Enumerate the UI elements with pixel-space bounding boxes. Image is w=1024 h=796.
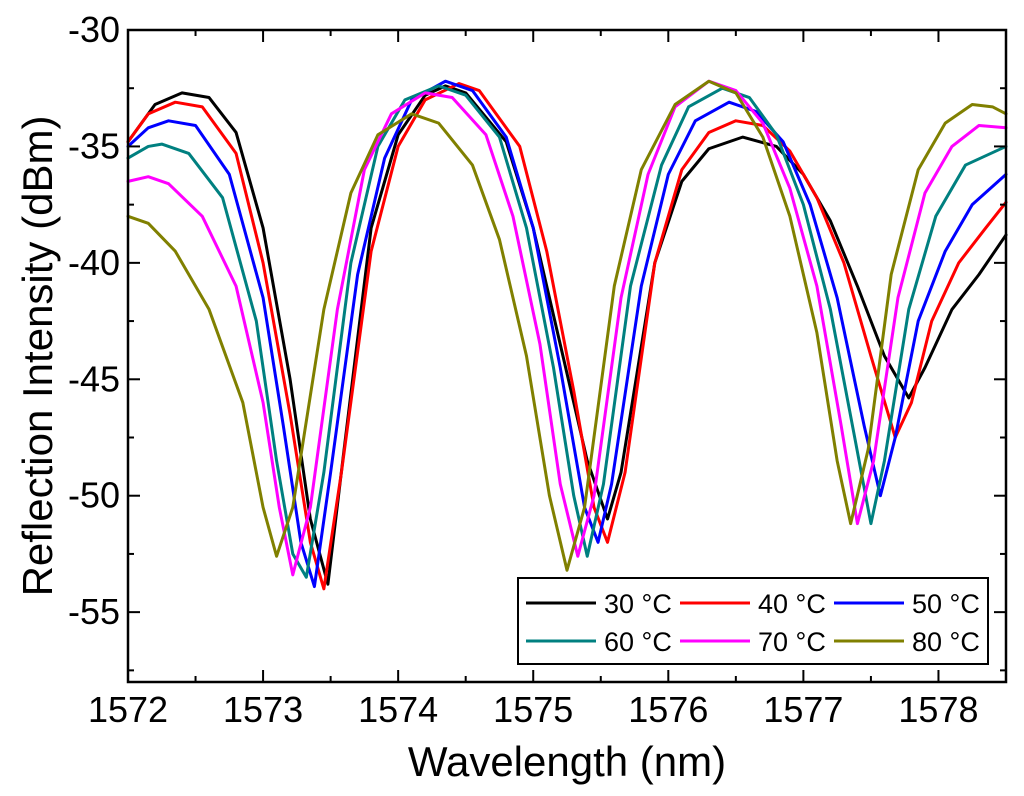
- legend-label: 50 °C: [912, 589, 980, 619]
- y-tick-label: -45: [68, 358, 120, 399]
- legend-box: [517, 577, 989, 665]
- y-tick-label: -30: [68, 9, 120, 50]
- x-tick-label: 1575: [493, 689, 573, 730]
- y-tick-label: -35: [68, 125, 120, 166]
- series-line-6: [126, 79, 1008, 572]
- ticklabels-layer: 1572 1573 1574 1575 1576 1577 1578 -30 -35 -40 -45…: [68, 9, 979, 730]
- legend-label: 70 °C: [758, 627, 826, 657]
- y-axis-title: Reflection Intensity (dBm): [14, 116, 61, 597]
- x-tick-label: 1574: [358, 689, 438, 730]
- plot-frame: [126, 28, 1008, 684]
- x-axis-title: Wavelength (nm): [408, 738, 726, 785]
- x-tick-label: 1572: [88, 689, 168, 730]
- y-tick-label: -55: [68, 591, 120, 632]
- x-tick-label: 1576: [628, 689, 708, 730]
- legend-items: 30 °C 40 °C 50 °C 60 °C 70 °C 80 °C: [526, 589, 980, 657]
- ticks-layer: [127, 29, 1006, 682]
- x-tick-label: 1577: [763, 689, 843, 730]
- series-line-4: [126, 84, 1008, 579]
- legend-label: 40 °C: [758, 589, 826, 619]
- x-tick-label: 1578: [898, 689, 978, 730]
- legend: 30 °C 40 °C 50 °C 60 °C 70 °C 80 °C: [517, 577, 989, 665]
- series-layer: [126, 79, 1008, 591]
- series-line-1: [126, 84, 1008, 586]
- series-line-5: [126, 79, 1008, 577]
- series-line-3: [126, 79, 1008, 589]
- series-line-2: [126, 82, 1008, 591]
- legend-label: 80 °C: [912, 627, 980, 657]
- legend-label: 60 °C: [604, 627, 672, 657]
- y-tick-label: -40: [68, 242, 120, 283]
- legend-label: 30 °C: [604, 589, 672, 619]
- y-tick-label: -50: [68, 475, 120, 516]
- x-tick-label: 1573: [223, 689, 303, 730]
